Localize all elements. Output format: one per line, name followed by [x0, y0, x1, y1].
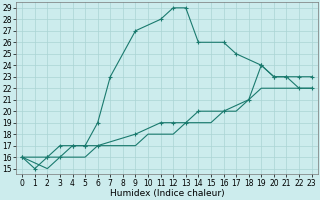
X-axis label: Humidex (Indice chaleur): Humidex (Indice chaleur) — [109, 189, 224, 198]
